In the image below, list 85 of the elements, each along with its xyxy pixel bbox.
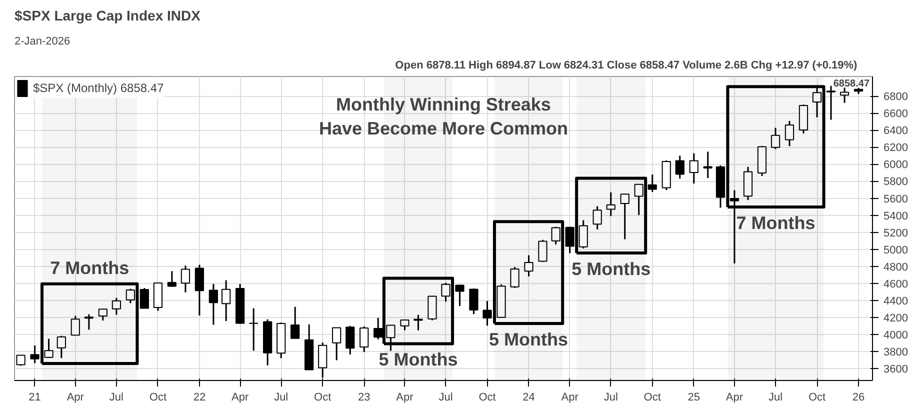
candlestick — [428, 295, 437, 322]
x-tick-label: Jul — [768, 392, 783, 404]
candlestick — [167, 270, 176, 288]
candlestick — [70, 315, 80, 336]
candlestick — [400, 319, 410, 332]
x-tick-label: Jul — [604, 392, 618, 404]
candlestick — [414, 314, 423, 332]
candlestick — [770, 127, 780, 150]
candlestick — [346, 325, 355, 356]
y-tick-label: 6800 — [884, 91, 908, 104]
candlestick — [332, 326, 342, 361]
y-tick-label: 3800 — [884, 346, 908, 359]
y-tick-label: 4600 — [884, 278, 908, 290]
candlestick — [538, 239, 548, 263]
y-tick-label: 4800 — [884, 261, 908, 274]
x-tick-label: Oct — [314, 392, 332, 404]
candlestick — [112, 297, 122, 316]
candlestick — [606, 192, 616, 217]
candlestick — [592, 206, 602, 230]
text: $SPX Large Cap Index INDX — [14, 8, 202, 24]
x-tick-label: Apr — [66, 392, 84, 404]
annotation: 6858.47 — [833, 78, 870, 90]
x-tick-label: 21 — [28, 392, 41, 404]
x-tick-label: 24 — [522, 392, 535, 404]
y-tick-label: 4000 — [884, 330, 908, 342]
annotation: 5 Months — [378, 350, 458, 370]
y-tick-label: 6400 — [884, 125, 908, 138]
candlestick — [441, 282, 450, 302]
candlestick — [784, 120, 794, 147]
candlestick — [249, 308, 258, 352]
candlestick — [56, 335, 66, 359]
x-tick-label: Jul — [109, 392, 124, 404]
y-tick-label: 6000 — [884, 159, 908, 172]
candlestick — [703, 150, 712, 179]
candlestick — [222, 280, 231, 322]
y-tick-label: 4400 — [884, 295, 908, 308]
candlestick — [84, 314, 94, 330]
x-tick-label: Jul — [438, 392, 453, 404]
candlestick — [689, 152, 698, 184]
candlestick — [524, 254, 534, 278]
y-tick-label: 5000 — [884, 244, 908, 256]
y-tick-label: 5400 — [884, 210, 908, 222]
y-tick-label: 3600 — [884, 364, 908, 376]
x-tick-label: Oct — [644, 392, 661, 404]
annotation: 5 Months — [489, 329, 568, 350]
x-tick-label: Apr — [561, 392, 579, 404]
candlestick — [290, 306, 300, 340]
candlestick — [180, 264, 190, 294]
annotation: 7 Months — [50, 258, 130, 278]
candlestick — [194, 264, 204, 316]
y-tick-label: 6600 — [884, 108, 908, 120]
candlestick — [510, 266, 520, 289]
y-tick-label: 4200 — [884, 312, 908, 324]
x-tick-label: 26 — [852, 392, 865, 404]
candlestick — [469, 288, 478, 315]
candlestick — [44, 338, 54, 359]
y-tick-label: 5600 — [884, 193, 908, 206]
y-tick-label: 5200 — [884, 227, 908, 240]
x-tick-label: Apr — [231, 392, 249, 404]
x-tick-label: Oct — [478, 392, 496, 404]
candlestick — [620, 193, 630, 240]
candlestick — [578, 219, 588, 250]
y-tick-label: 6200 — [884, 142, 908, 154]
x-tick-label: 22 — [193, 392, 206, 404]
x-tick-label: Apr — [726, 392, 744, 404]
candlestick — [208, 283, 218, 326]
x-tick-label: Oct — [149, 392, 167, 404]
chart-subtitle: 2-Jan-2026 — [14, 36, 70, 48]
legend-label: $SPX (Monthly) 6858.47 — [33, 81, 164, 95]
candlestick — [551, 226, 560, 246]
x-tick-label: Apr — [396, 392, 414, 404]
y-tick-label: 5800 — [884, 176, 908, 188]
candlestick — [126, 288, 135, 304]
text: Open 6878.11 High 6894.87 Low 6824.31 Close 6858.47 Volume 2.6B Chg +12.97 (+0.19%) — [395, 60, 858, 72]
text: Monthly Winning Streaks Have Become More Common — [318, 94, 568, 139]
candlestick — [360, 326, 369, 353]
annotation: 7 Months — [736, 212, 816, 233]
candlestick — [634, 183, 644, 216]
x-tick-label: 23 — [358, 392, 370, 404]
candlestick — [98, 308, 108, 322]
annotation: 5 Months — [572, 258, 651, 279]
x-tick-label: Oct — [808, 392, 826, 404]
x-tick-label: Jul — [274, 392, 288, 404]
candlestick — [675, 154, 684, 180]
x-tick-label: 25 — [688, 392, 700, 404]
